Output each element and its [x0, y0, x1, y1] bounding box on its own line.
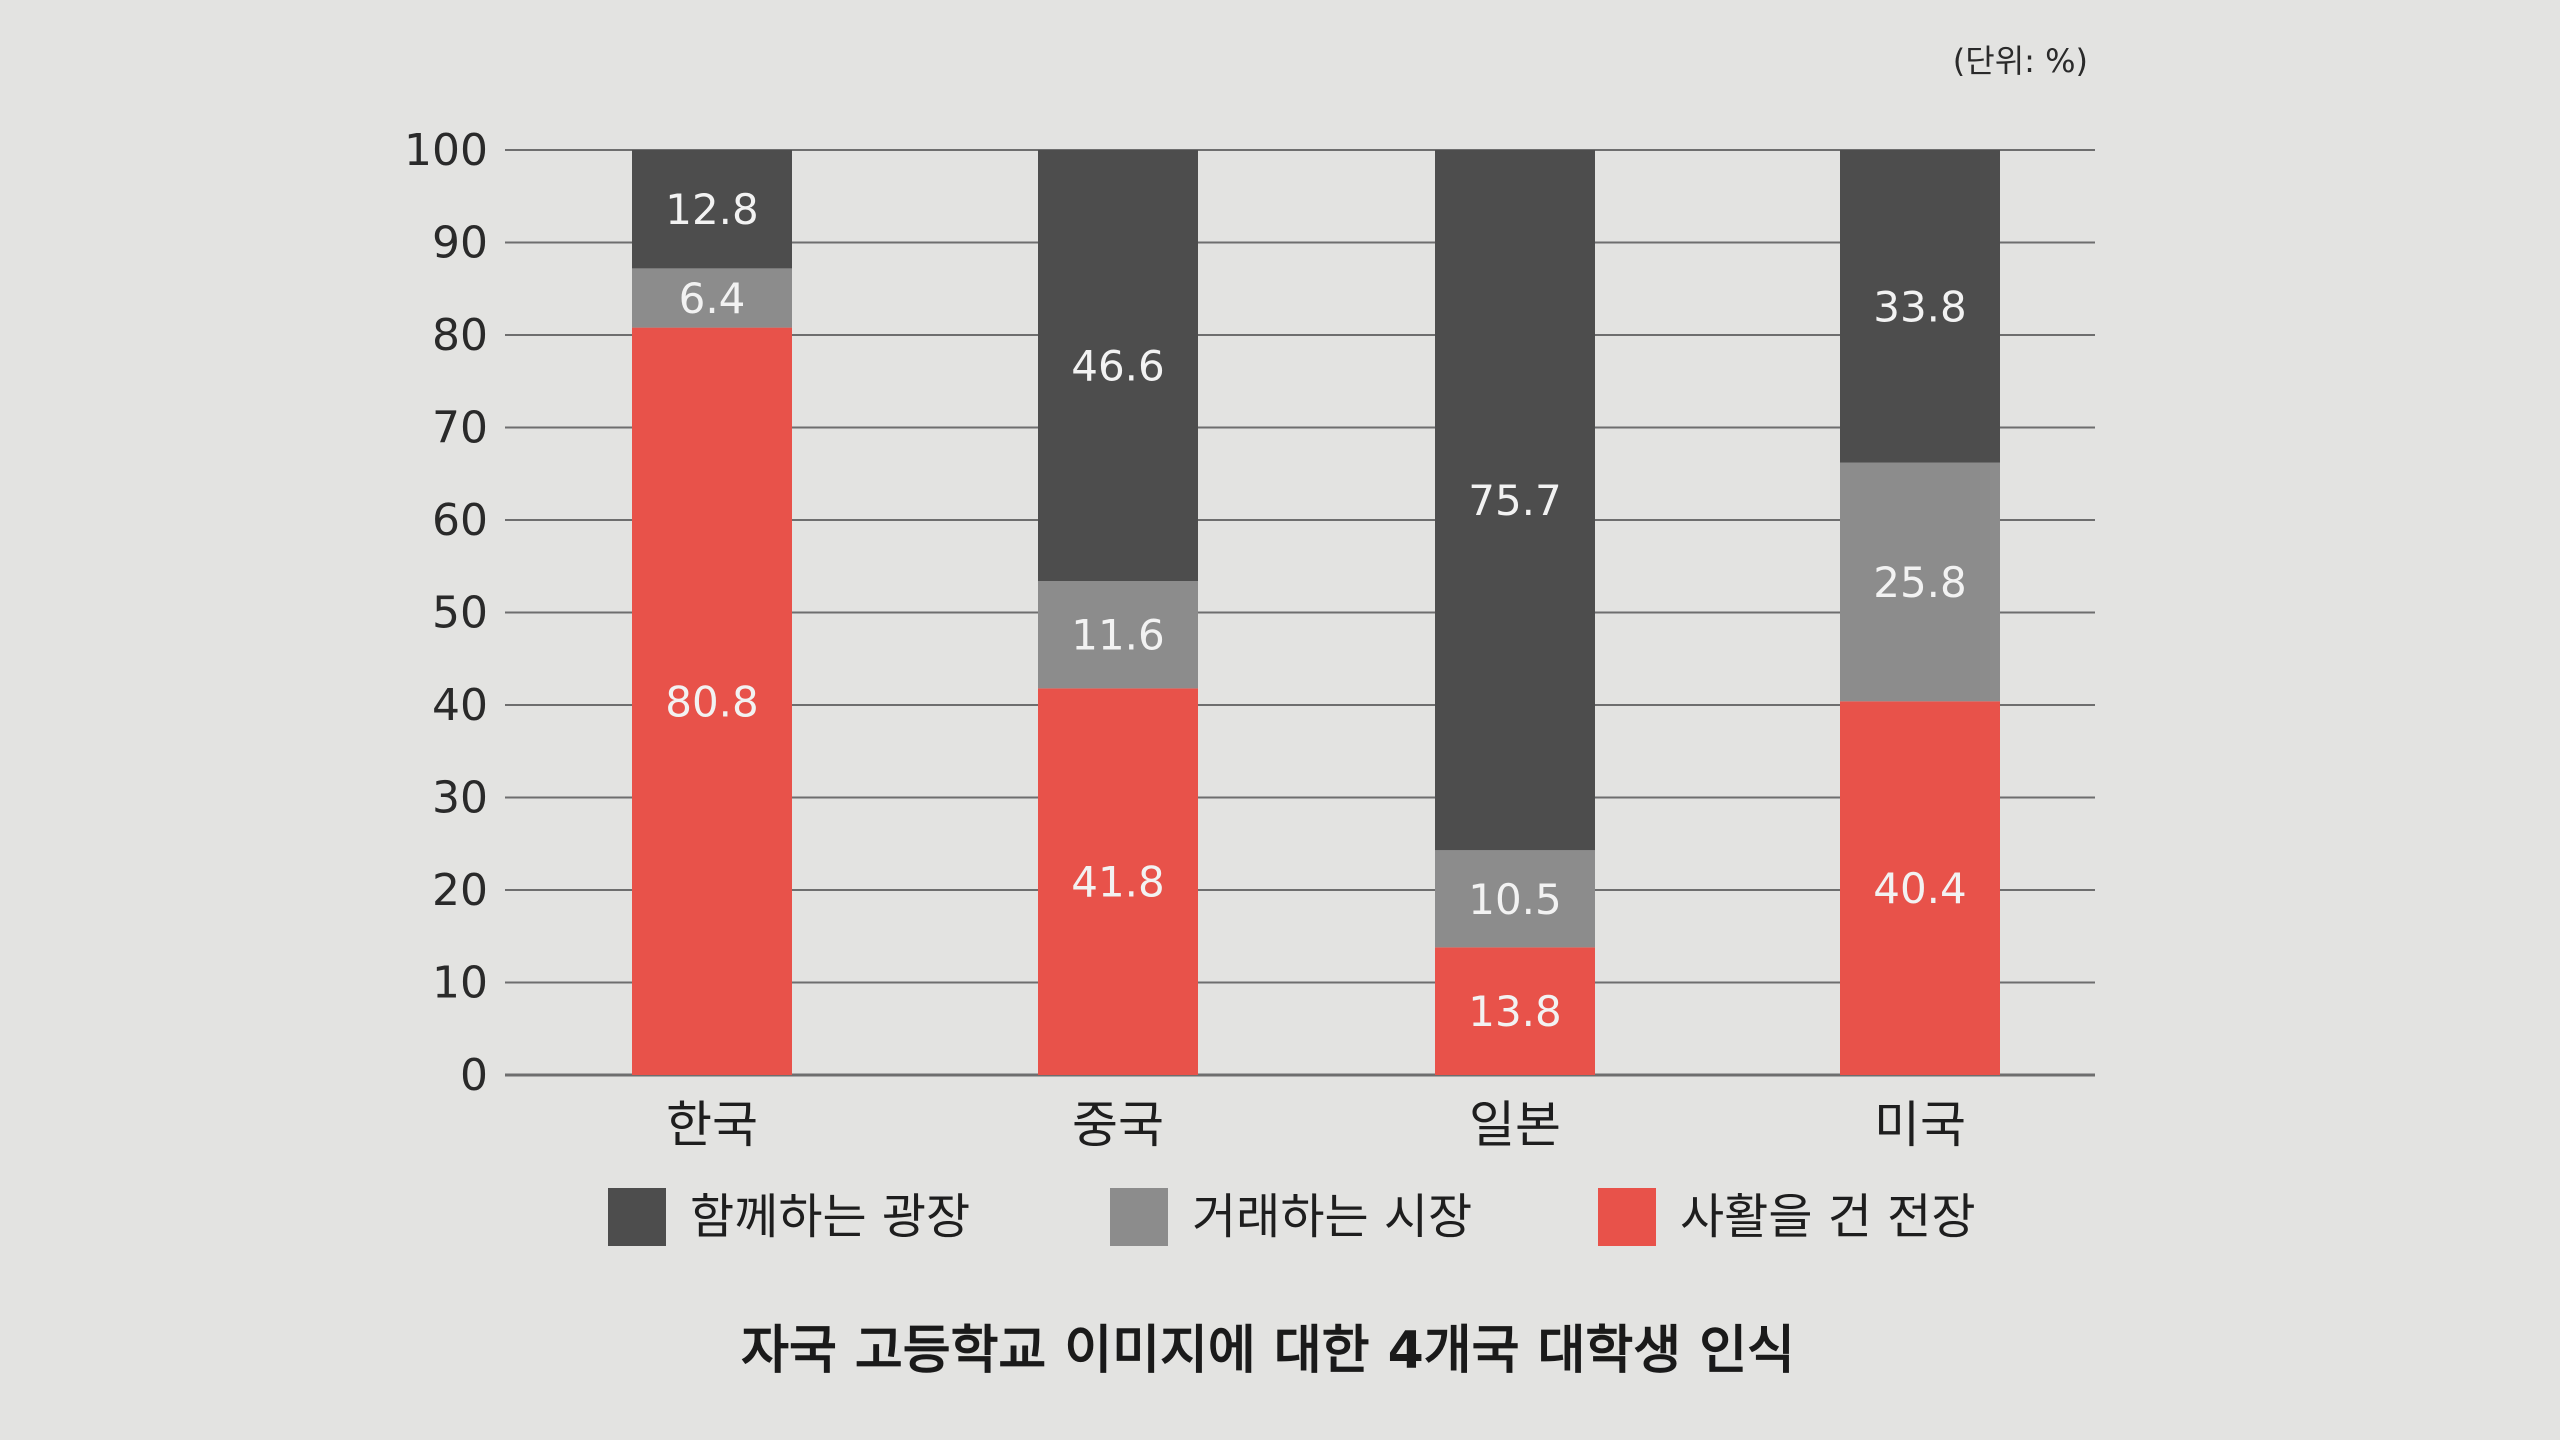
x-tick-label: 미국	[1874, 1096, 1966, 1154]
x-tick-label: 중국	[1072, 1096, 1164, 1154]
y-tick-label: 30	[432, 773, 488, 824]
bar-value-label: 25.8	[1873, 558, 1967, 607]
bar-value-label: 13.8	[1468, 987, 1562, 1036]
legend: 함께하는 광장 거래하는 시장 사활을 건 전장	[608, 1188, 1975, 1246]
bar-value-label: 46.6	[1071, 342, 1165, 391]
legend-swatch	[1110, 1188, 1168, 1246]
bar-segment	[1840, 150, 2000, 463]
unit-note: (단위: %)	[1953, 42, 2088, 80]
bar-segment	[1840, 462, 2000, 702]
y-tick-label: 70	[432, 403, 488, 454]
legend-swatch	[608, 1188, 666, 1246]
bar-value-label: 75.7	[1468, 476, 1562, 525]
bar-segment	[1038, 688, 1198, 1075]
bar-value-label: 40.4	[1873, 864, 1967, 913]
bar-segment	[632, 268, 792, 328]
bar-value-label: 10.5	[1468, 875, 1562, 924]
y-tick-label: 40	[432, 680, 488, 731]
x-tick-label: 한국	[666, 1096, 758, 1154]
x-tick-label: 일본	[1469, 1096, 1561, 1154]
bar-value-label: 11.6	[1071, 611, 1165, 660]
y-tick-label: 10	[432, 958, 488, 1009]
y-tick-label: 60	[432, 495, 488, 546]
bar-segment	[1038, 581, 1198, 689]
legend-label: 거래하는 시장	[1192, 1189, 1472, 1245]
chart-title: 자국 고등학교 이미지에 대한 4개국 대학생 인식	[741, 1321, 1795, 1381]
legend-label: 사활을 건 전장	[1680, 1189, 1975, 1245]
bar-value-label: 12.8	[665, 185, 759, 234]
y-tick-label: 90	[432, 218, 488, 269]
y-tick-label: 50	[432, 588, 488, 639]
y-tick-label: 80	[432, 310, 488, 361]
bar-value-label: 33.8	[1873, 282, 1967, 331]
bar-value-label: 6.4	[679, 274, 746, 323]
legend-label: 함께하는 광장	[690, 1189, 970, 1245]
bar-value-label: 41.8	[1071, 858, 1165, 907]
bar-segment	[1435, 947, 1595, 1075]
bar-segment	[1038, 150, 1198, 582]
legend-swatch	[1598, 1188, 1656, 1246]
bar-segment	[632, 150, 792, 269]
bar-segment	[1435, 850, 1595, 948]
bar-segment	[632, 327, 792, 1076]
y-tick-label: 0	[460, 1050, 488, 1101]
bar-segment	[1840, 701, 2000, 1075]
bar-segment	[1435, 150, 1595, 851]
y-tick-label: 20	[432, 865, 488, 916]
bar-value-label: 80.8	[665, 677, 759, 726]
y-tick-label: 100	[404, 125, 488, 176]
